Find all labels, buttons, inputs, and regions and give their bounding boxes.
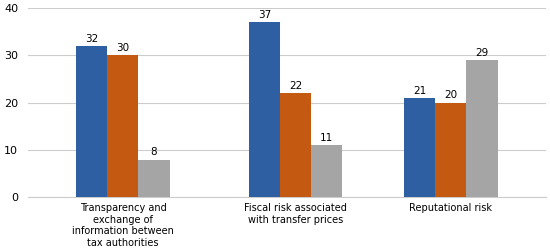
Text: 11: 11 (320, 133, 333, 143)
Bar (311, 145, 342, 198)
Text: 37: 37 (258, 10, 271, 20)
Text: 20: 20 (444, 90, 458, 101)
Bar (139, 160, 169, 198)
Bar (436, 103, 466, 198)
Text: 22: 22 (289, 81, 302, 91)
Bar (280, 93, 311, 198)
Bar (404, 98, 436, 198)
Text: 30: 30 (117, 43, 129, 53)
Text: 21: 21 (413, 86, 426, 96)
Bar (249, 22, 280, 198)
Text: 29: 29 (475, 48, 488, 58)
Text: 32: 32 (85, 34, 98, 44)
Bar (107, 55, 139, 198)
Text: 8: 8 (151, 147, 157, 157)
Bar (76, 46, 107, 198)
Bar (466, 60, 498, 198)
